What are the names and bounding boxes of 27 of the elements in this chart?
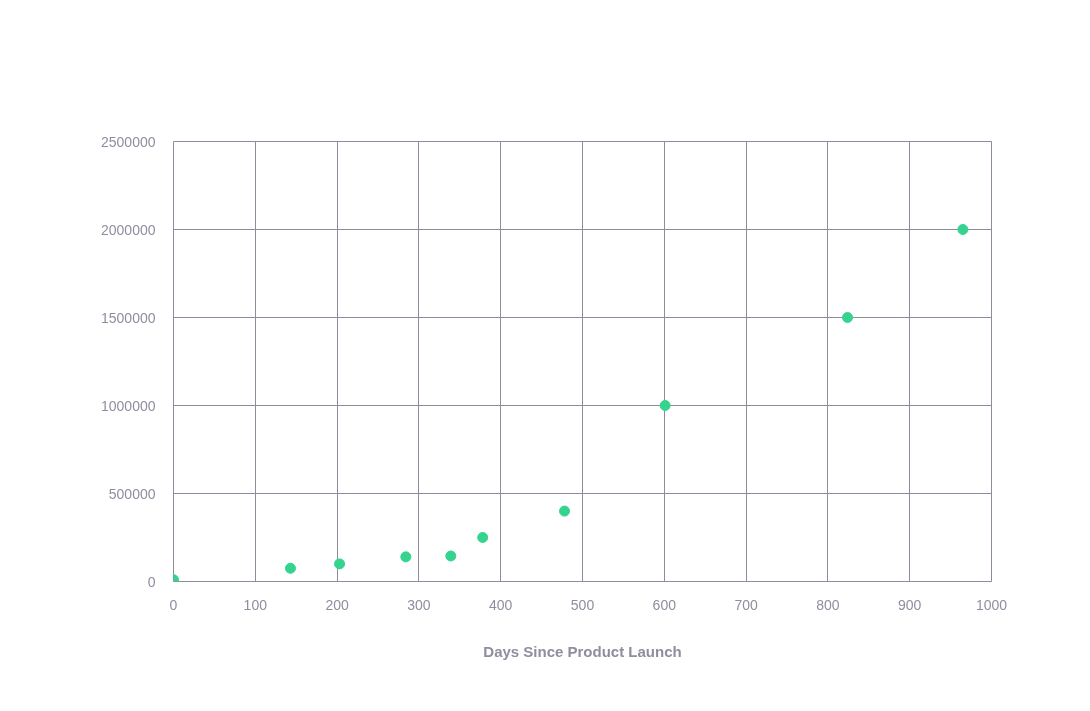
x-tick-label: 1000 bbox=[975, 596, 1008, 613]
point bbox=[477, 532, 489, 543]
point bbox=[334, 558, 346, 570]
x-tick-label: 900 bbox=[898, 596, 922, 613]
x-tick-label: 500 bbox=[570, 596, 595, 613]
x-tick-label: 0 bbox=[169, 596, 178, 613]
point bbox=[842, 312, 854, 323]
point bbox=[284, 562, 296, 574]
x-tick-label: 700 bbox=[734, 596, 758, 613]
x-tick-label: 300 bbox=[407, 596, 431, 613]
x-tick-label: 100 bbox=[243, 596, 268, 613]
y-tick-label: 2000000 bbox=[101, 221, 156, 238]
point bbox=[559, 505, 570, 517]
x-tick-label: 200 bbox=[325, 596, 349, 613]
y-tick-label: 1000000 bbox=[101, 397, 156, 414]
y-tick-label: 1500000 bbox=[101, 309, 156, 326]
x-axis-title: Days Since Product Launch bbox=[483, 642, 682, 660]
point bbox=[400, 551, 412, 563]
y-tick-label: 0 bbox=[147, 573, 156, 590]
y-tick-label: 2500000 bbox=[101, 133, 156, 150]
point bbox=[957, 224, 969, 235]
point bbox=[445, 550, 457, 562]
point bbox=[659, 400, 671, 411]
x-tick-label: 400 bbox=[489, 596, 513, 613]
x-tick-label: 600 bbox=[652, 596, 677, 613]
x-tick-label: 800 bbox=[816, 596, 840, 613]
y-tick-label: 500000 bbox=[108, 485, 156, 502]
